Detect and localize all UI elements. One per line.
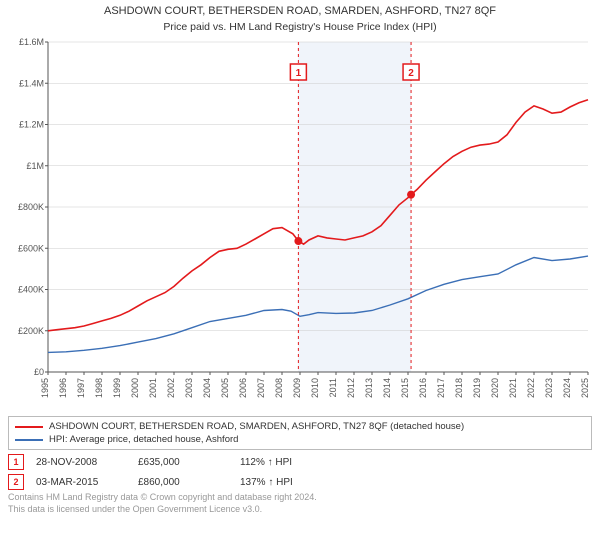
- xtick-label: 1997: [76, 378, 86, 398]
- sale-date: 03-MAR-2015: [36, 477, 126, 488]
- ytick-label: £0: [34, 367, 44, 377]
- sale-marker-box: 1: [8, 454, 24, 470]
- xtick-label: 1995: [40, 378, 50, 398]
- xtick-label: 2011: [328, 378, 338, 397]
- sale-date: 28-NOV-2008: [36, 457, 126, 468]
- xtick-label: 2021: [508, 378, 518, 398]
- xtick-label: 2004: [202, 378, 212, 398]
- xtick-label: 2019: [472, 378, 482, 398]
- chart-svg: ASHDOWN COURT, BETHERSDEN ROAD, SMARDEN,…: [0, 0, 600, 412]
- xtick-label: 2024: [562, 378, 572, 398]
- sale-price: £635,000: [138, 457, 228, 468]
- xtick-label: 2001: [148, 378, 158, 398]
- attribution: Contains HM Land Registry data © Crown c…: [0, 492, 600, 515]
- ytick-label: £400K: [18, 285, 44, 295]
- xtick-label: 2014: [382, 378, 392, 398]
- xtick-label: 2003: [184, 378, 194, 398]
- sale-marker-box: 2: [8, 474, 24, 490]
- xtick-label: 2006: [238, 378, 248, 398]
- legend-item: ASHDOWN COURT, BETHERSDEN ROAD, SMARDEN,…: [15, 420, 585, 433]
- xtick-label: 2018: [454, 378, 464, 398]
- ytick-label: £800K: [18, 202, 44, 212]
- xtick-label: 2023: [544, 378, 554, 398]
- attribution-line1: Contains HM Land Registry data © Crown c…: [8, 492, 592, 504]
- chart-container: ASHDOWN COURT, BETHERSDEN ROAD, SMARDEN,…: [0, 0, 600, 560]
- ytick-label: £1.6M: [19, 37, 44, 47]
- legend-label: HPI: Average price, detached house, Ashf…: [49, 434, 238, 445]
- chart-title: ASHDOWN COURT, BETHERSDEN ROAD, SMARDEN,…: [104, 5, 496, 17]
- xtick-label: 2016: [418, 378, 428, 398]
- marker-label: 1: [296, 68, 302, 79]
- legend-label: ASHDOWN COURT, BETHERSDEN ROAD, SMARDEN,…: [49, 421, 464, 432]
- chart-subtitle: Price paid vs. HM Land Registry's House …: [163, 21, 436, 33]
- xtick-label: 1999: [112, 378, 122, 398]
- sale-hpi: 112% ↑ HPI: [240, 457, 330, 468]
- ytick-label: £1.4M: [19, 78, 44, 88]
- xtick-label: 2002: [166, 378, 176, 398]
- sale-price: £860,000: [138, 477, 228, 488]
- marker-label: 2: [408, 68, 414, 79]
- ytick-label: £1.2M: [19, 120, 44, 130]
- ytick-label: £600K: [18, 243, 44, 253]
- xtick-label: 2020: [490, 378, 500, 398]
- sales-table: 1 28-NOV-2008 £635,000 112% ↑ HPI 2 03-MAR-20…: [0, 452, 600, 492]
- sale-row: 1 28-NOV-2008 £635,000 112% ↑ HPI: [0, 452, 600, 472]
- marker-dot: [407, 191, 415, 199]
- xtick-label: 2000: [130, 378, 140, 398]
- xtick-label: 1996: [58, 378, 68, 398]
- xtick-label: 2012: [346, 378, 356, 398]
- ytick-label: £200K: [18, 326, 44, 336]
- xtick-label: 2025: [580, 378, 590, 398]
- legend-swatch: [15, 439, 43, 441]
- ytick-label: £1M: [26, 161, 44, 171]
- xtick-label: 1998: [94, 378, 104, 398]
- xtick-label: 2007: [256, 378, 266, 398]
- xtick-label: 2008: [274, 378, 284, 398]
- attribution-line2: This data is licensed under the Open Gov…: [8, 504, 592, 516]
- chart-legend: ASHDOWN COURT, BETHERSDEN ROAD, SMARDEN,…: [8, 416, 592, 450]
- xtick-label: 2005: [220, 378, 230, 398]
- xtick-label: 2017: [436, 378, 446, 398]
- sale-hpi: 137% ↑ HPI: [240, 477, 330, 488]
- xtick-label: 2015: [400, 378, 410, 398]
- xtick-label: 2013: [364, 378, 374, 398]
- legend-item: HPI: Average price, detached house, Ashf…: [15, 433, 585, 446]
- xtick-label: 2010: [310, 378, 320, 398]
- xtick-label: 2009: [292, 378, 302, 398]
- xtick-label: 2022: [526, 378, 536, 398]
- marker-dot: [294, 237, 302, 245]
- legend-swatch: [15, 426, 43, 428]
- sale-row: 2 03-MAR-2015 £860,000 137% ↑ HPI: [0, 472, 600, 492]
